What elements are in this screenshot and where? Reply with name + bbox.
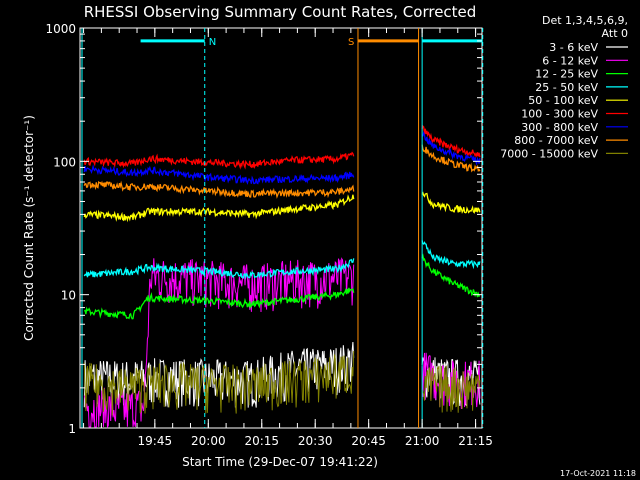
y-tick-label: 1 xyxy=(68,422,76,436)
x-tick-label: 19:45 xyxy=(138,434,173,448)
legend-label: 300 - 800 keV xyxy=(521,121,598,134)
legend-header-1: Det 1,3,4,5,6,9, xyxy=(542,14,628,27)
y-axis: 1 10 100 1000 xyxy=(45,22,482,436)
legend-label: 100 - 300 keV xyxy=(521,108,598,121)
series-line-2 xyxy=(83,287,355,320)
series-line-6 xyxy=(421,130,481,166)
y-tick-label: 10 xyxy=(61,289,76,303)
marker-label: N xyxy=(209,37,216,48)
series-line-3 xyxy=(83,258,355,280)
series-line-6 xyxy=(83,164,355,185)
x-tick-label: 20:45 xyxy=(351,434,386,448)
timestamp: 17-Oct-2021 11:18 xyxy=(560,469,636,478)
legend-label: 12 - 25 keV xyxy=(535,68,598,81)
legend-header-2: Att 0 xyxy=(602,27,628,40)
series-line-5 xyxy=(83,151,355,170)
y-axis-label: Corrected Count Rate (s⁻¹ detector⁻¹) xyxy=(22,115,36,341)
series-line-8 xyxy=(83,350,355,416)
series-line-4 xyxy=(83,194,355,223)
plot-frame xyxy=(79,27,483,429)
y-tick-label: 1000 xyxy=(45,22,76,36)
legend-label: 6 - 12 keV xyxy=(542,54,598,67)
series-line-2 xyxy=(421,253,480,298)
x-tick-label: 21:00 xyxy=(405,434,440,448)
legend-label: 3 - 6 keV xyxy=(549,41,598,54)
series-line-3 xyxy=(421,240,481,270)
series-line-4 xyxy=(421,191,481,214)
x-axis-label: Start Time (29-Dec-07 19:41:22) xyxy=(182,455,378,469)
x-tick-label: 20:00 xyxy=(191,434,226,448)
legend-label: 25 - 50 keV xyxy=(535,81,598,94)
x-axis: 19:45 20:00 20:15 20:30 20:45 21:00 21:15 xyxy=(83,28,493,448)
chart-title: RHESSI Observing Summary Count Rates, Co… xyxy=(84,3,477,21)
series-line-5 xyxy=(421,125,481,158)
series-line-7 xyxy=(421,144,481,173)
y-tick-label: 100 xyxy=(53,155,76,169)
legend-label: 50 - 100 keV xyxy=(528,94,598,107)
x-tick-label: 21:15 xyxy=(458,434,493,448)
series-line-1 xyxy=(421,352,481,410)
series-layer xyxy=(83,125,481,429)
marker-label: S xyxy=(348,37,354,48)
series-line-8 xyxy=(421,365,481,413)
x-tick-label: 20:15 xyxy=(244,434,279,448)
series-line-7 xyxy=(83,180,355,199)
legend-label: 800 - 7000 keV xyxy=(514,134,598,147)
legend-label: 7000 - 15000 keV xyxy=(500,147,598,160)
x-tick-label: 20:30 xyxy=(298,434,333,448)
